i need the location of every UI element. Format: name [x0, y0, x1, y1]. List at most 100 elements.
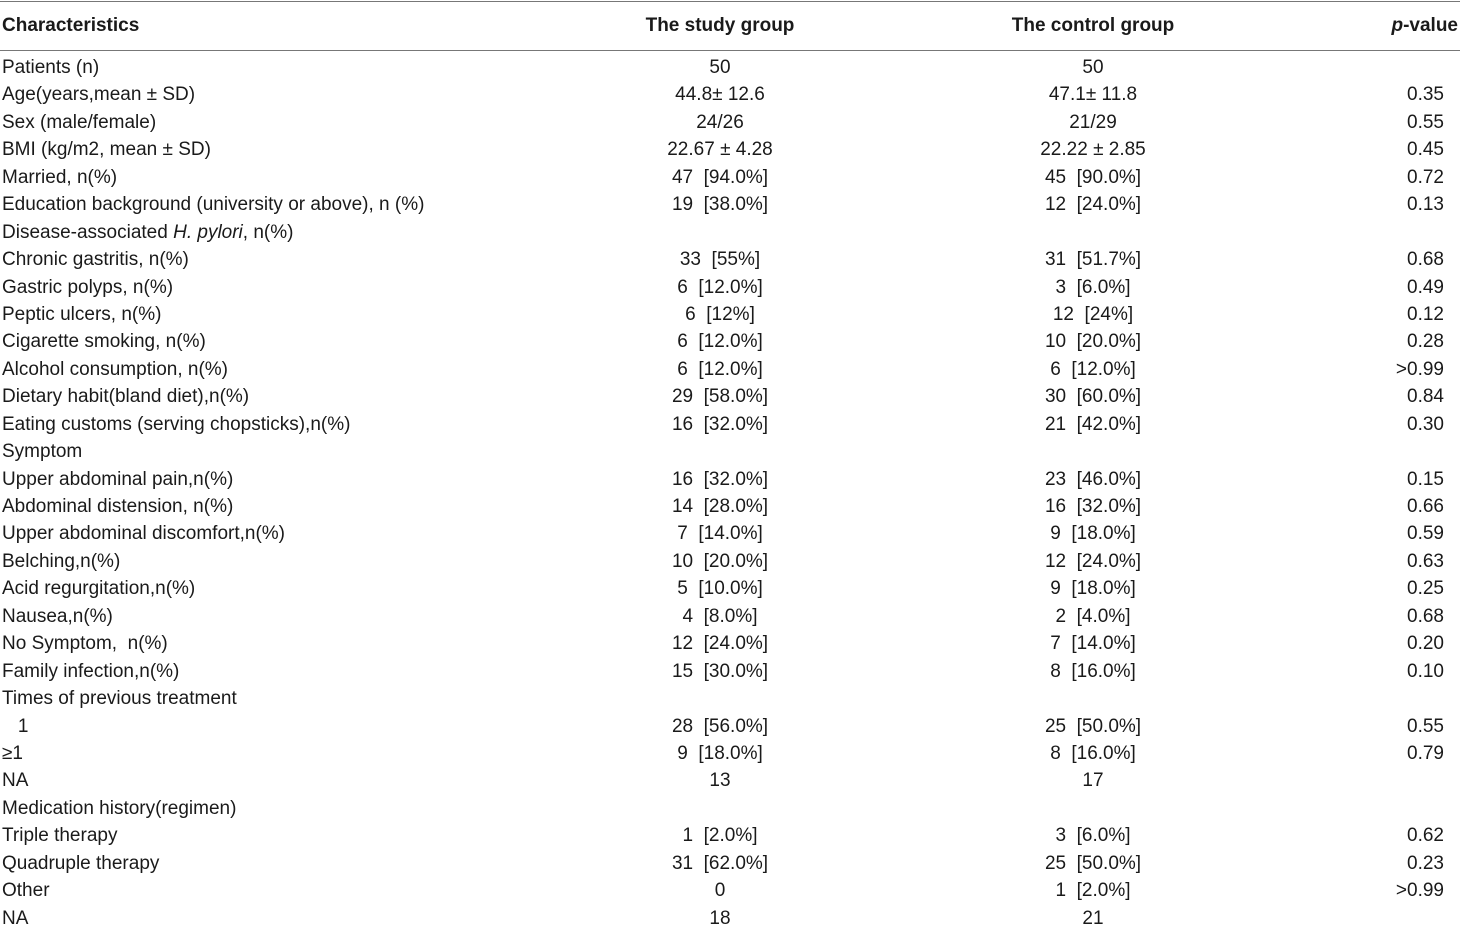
p-value: 0.15 — [1407, 468, 1444, 490]
row-label: Nausea,n(%) — [2, 605, 113, 627]
p-value: 0.62 — [1407, 825, 1444, 847]
p-value: 0.49 — [1407, 276, 1444, 298]
control-value: 9 [18.0%] — [1050, 578, 1136, 600]
row-label: NA — [2, 907, 29, 929]
study-value: 19 [38.0%] — [671, 194, 769, 216]
row-label: Quadruple therapy — [2, 852, 160, 874]
study-value: 12 [24.0%] — [671, 633, 769, 655]
table-row: Dietary habit(bland diet),n(%) 29 [58.0%]… — [0, 383, 1460, 410]
row-label: 1 — [2, 715, 29, 737]
p-value: 0.68 — [1407, 605, 1444, 627]
row-label: Other — [2, 880, 50, 902]
row-label: Cigarette smoking, n(%) — [2, 331, 206, 353]
row-label: ≥1 — [2, 742, 23, 764]
table-row: Abdominal distension, n(%) 14 [28.0%] 16 [… — [0, 493, 1460, 520]
table-row: Patients (n) 50 50 — [0, 54, 1460, 81]
table-row: Chronic gastritis, n(%) 33 [55%] 31 [51.7%… — [0, 246, 1460, 273]
p-value: 0.79 — [1407, 742, 1444, 764]
control-value: 17 — [1082, 770, 1104, 792]
p-value: 0.55 — [1407, 715, 1444, 737]
table-row: Upper abdominal pain,n(%) 16 [32.0%] 23 [4… — [0, 466, 1460, 493]
study-value: 18 — [709, 907, 731, 929]
study-value: 15 [30.0%] — [671, 660, 769, 682]
p-value: 0.45 — [1407, 139, 1444, 161]
table-row: Cigarette smoking, n(%) 6 [12.0%] 10 [20.0… — [0, 328, 1460, 355]
table-row: Quadruple therapy 31 [62.0%] 25 [50.0%] 0.2… — [0, 850, 1460, 877]
row-label-part: , n(%) — [242, 221, 294, 243]
header-p-value: p-value — [1391, 2, 1458, 50]
header-p-italic: p — [1391, 15, 1404, 36]
p-value: 0.66 — [1407, 496, 1444, 517]
p-value: 0.12 — [1407, 303, 1444, 325]
row-label: Gastric polyps, n(%) — [2, 276, 174, 298]
table-row: Gastric polyps, n(%) 6 [12.0%] 3 [6.0%] 0.4… — [0, 274, 1460, 301]
study-value: 16 [32.0%] — [671, 413, 769, 435]
control-value: 10 [20.0%] — [1044, 331, 1142, 353]
p-value: 0.23 — [1407, 852, 1444, 874]
row-label: Times of previous treatment — [2, 688, 237, 710]
control-value: 8 [16.0%] — [1050, 742, 1136, 764]
study-value: 44.8± 12.6 — [675, 84, 765, 106]
table-header-row: Characteristics The study group The cont… — [0, 2, 1460, 50]
table-row: No Symptom, n(%) 12 [24.0%] 7 [14.0%] 0.20 — [0, 630, 1460, 657]
row-label: Upper abdominal pain,n(%) — [2, 468, 234, 490]
control-value: 47.1± 11.8 — [1048, 84, 1138, 106]
study-value: 0 — [714, 880, 726, 902]
table-row: ≥1 9 [18.0%] 8 [16.0%] 0.79 — [0, 740, 1460, 767]
control-value: 3 [6.0%] — [1055, 276, 1131, 298]
control-value: 31 [51.7%] — [1044, 249, 1142, 271]
study-value: 10 [20.0%] — [671, 550, 769, 572]
control-value: 30 [60.0%] — [1044, 386, 1142, 408]
table-row: Medication history(regimen) — [0, 795, 1460, 822]
row-label: Married, n(%) — [2, 166, 118, 188]
control-value: 21/29 — [1069, 111, 1117, 133]
study-value: 50 — [709, 57, 731, 78]
p-value: 0.10 — [1407, 660, 1444, 682]
header-characteristics: Characteristics — [2, 15, 140, 36]
study-value: 31 [62.0%] — [671, 852, 769, 874]
control-value: 12 [24%] — [1052, 303, 1134, 325]
row-label: Age(years,mean ± SD) — [2, 84, 196, 106]
row-label: Disease-associated H. pylori, n(%) — [2, 219, 293, 246]
p-value: 0.30 — [1407, 413, 1444, 435]
p-value: >0.99 — [1395, 880, 1444, 902]
p-value: 0.20 — [1407, 633, 1444, 655]
row-label: Belching,n(%) — [2, 550, 121, 572]
row-label: Sex (male/female) — [2, 111, 157, 133]
row-label: Abdominal distension, n(%) — [2, 496, 234, 517]
study-value: 16 [32.0%] — [671, 468, 769, 490]
study-value: 6 [12.0%] — [677, 276, 763, 298]
row-label: BMI (kg/m2, mean ± SD) — [2, 139, 211, 161]
row-label: No Symptom, n(%) — [2, 633, 168, 655]
control-value: 50 — [1082, 57, 1104, 78]
table-row: Married, n(%) 47 [94.0%] 45 [90.0%] 0.72 — [0, 164, 1460, 191]
control-value: 16 [32.0%] — [1044, 496, 1142, 517]
study-value: 6 [12.0%] — [677, 331, 763, 353]
control-value: 9 [18.0%] — [1050, 523, 1136, 545]
control-value: 12 [24.0%] — [1044, 550, 1142, 572]
study-value: 6 [12.0%] — [677, 358, 763, 380]
study-value: 14 [28.0%] — [671, 496, 769, 517]
row-label: Upper abdominal discomfort,n(%) — [2, 523, 286, 545]
table-row: Nausea,n(%) 4 [8.0%] 2 [4.0%] 0.68 — [0, 603, 1460, 630]
table-row: Symptom — [0, 438, 1460, 465]
study-value: 22.67 ± 4.28 — [667, 139, 773, 161]
row-label: Eating customs (serving chopsticks),n(%) — [2, 413, 351, 435]
row-label: Acid regurgitation,n(%) — [2, 578, 196, 600]
table-row: Acid regurgitation,n(%) 5 [10.0%] 9 [18.0%… — [0, 575, 1460, 602]
table-row: Times of previous treatment — [0, 685, 1460, 712]
p-value: 0.63 — [1407, 550, 1444, 572]
p-value: 0.13 — [1407, 194, 1444, 216]
p-value: 0.55 — [1407, 111, 1444, 133]
control-value: 21 [42.0%] — [1044, 413, 1142, 435]
row-label-part: Disease-associated — [2, 221, 174, 243]
control-value: 7 [14.0%] — [1050, 633, 1136, 655]
study-value: 1 [2.0%] — [682, 825, 758, 847]
table-row: Other 0 1 [2.0%] >0.99 — [0, 877, 1460, 904]
row-label: Medication history(regimen) — [2, 797, 237, 819]
study-value: 9 [18.0%] — [677, 742, 763, 764]
table-row: 1 28 [56.0%] 25 [50.0%] 0.55 — [0, 713, 1460, 740]
table-row: Family infection,n(%) 15 [30.0%] 8 [16.0%]… — [0, 658, 1460, 685]
control-value: 2 [4.0%] — [1055, 605, 1131, 627]
